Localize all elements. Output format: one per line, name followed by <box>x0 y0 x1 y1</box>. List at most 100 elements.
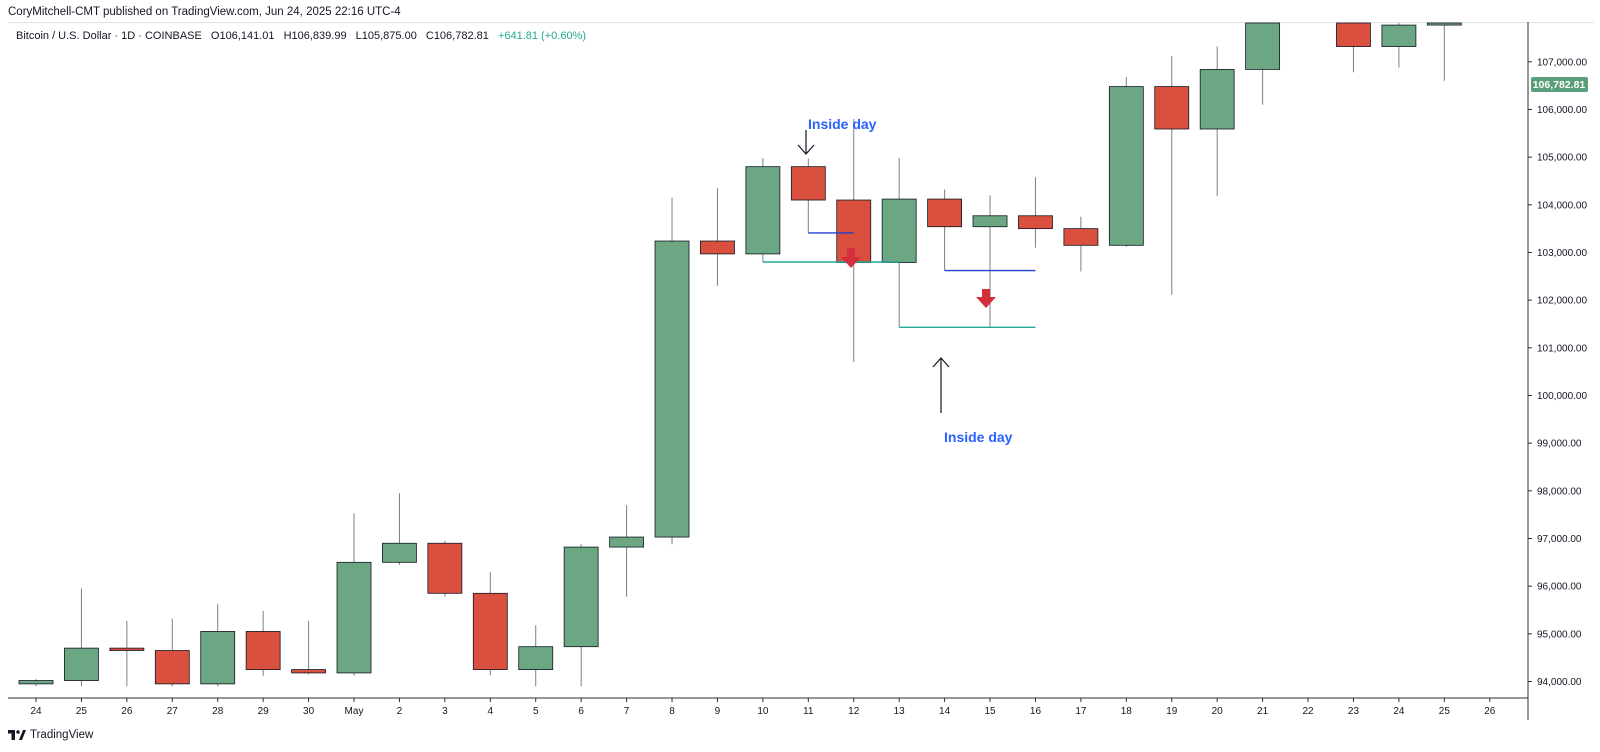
candle-down <box>291 669 326 674</box>
time-tick-label: 11 <box>803 706 814 717</box>
legend-high: H106,839.99 <box>284 30 347 42</box>
time-tick-label: 16 <box>1030 706 1042 717</box>
candle-up <box>1245 22 1281 70</box>
time-tick-label: 4 <box>488 706 494 717</box>
candle-up <box>382 542 417 563</box>
candle-down <box>1063 228 1099 246</box>
candle-up <box>18 680 54 685</box>
candle-up <box>1108 86 1144 246</box>
down-arrow-annotation <box>797 130 815 155</box>
time-tick-label: 26 <box>1484 706 1496 717</box>
time-tick-label: 12 <box>848 706 860 717</box>
publisher-credit: CoryMitchell-CMT published on TradingVie… <box>8 6 401 18</box>
tradingview-brand: TradingView <box>30 729 94 741</box>
candle-up <box>336 561 372 674</box>
candle-up <box>64 647 99 681</box>
candle-down <box>245 631 281 670</box>
time-tick-label: 9 <box>715 706 721 717</box>
time-tick-label: 21 <box>1257 706 1269 717</box>
time-tick-label: 10 <box>757 706 769 717</box>
time-tick-label: 20 <box>1212 706 1224 717</box>
candle-down <box>1154 86 1190 130</box>
down-marker-icon <box>976 289 996 308</box>
time-tick-label: 25 <box>76 706 88 717</box>
time-tick-label: 8 <box>669 706 675 717</box>
time-tick-label: 23 <box>1348 706 1360 717</box>
chart-frame <box>8 22 1594 723</box>
candle-up <box>609 536 644 548</box>
legend-close: C106,782.81 <box>426 30 489 42</box>
candle-up <box>745 166 781 255</box>
time-tick-label: 13 <box>894 706 906 717</box>
time-tick-label: 28 <box>212 706 224 717</box>
last-price-tag <box>1531 77 1588 92</box>
time-tick-label: 26 <box>121 706 133 717</box>
candle-down <box>472 592 508 670</box>
time-tick-label: 7 <box>624 706 630 717</box>
price-tick-label: 96,000.00 <box>1537 582 1582 593</box>
candle-down <box>1336 22 1371 47</box>
candle-up <box>1199 69 1235 130</box>
candle-up <box>972 215 1008 228</box>
price-tick-label: 107,000.00 <box>1537 57 1587 68</box>
candle-up <box>1381 24 1417 47</box>
time-tick-label: 18 <box>1121 706 1133 717</box>
price-tick-label: 105,000.00 <box>1537 153 1587 164</box>
time-tick-label: 3 <box>442 706 448 717</box>
price-tick-label: 98,000.00 <box>1537 486 1582 497</box>
inside-day-label-top: Inside day <box>808 116 877 132</box>
time-tick-label: 30 <box>303 706 315 717</box>
time-tick-label: 25 <box>1439 706 1451 717</box>
last-price-label: 106,782.81 <box>1533 79 1586 91</box>
down-marker-icon <box>841 248 861 268</box>
level-lines <box>762 232 1036 329</box>
price-tick-label: 106,000.00 <box>1537 105 1587 116</box>
price-tick-label: 100,000.00 <box>1537 391 1587 402</box>
candle-down <box>1018 215 1053 230</box>
price-tick-label: 94,000.00 <box>1537 677 1582 688</box>
time-tick-label: 24 <box>1393 706 1405 717</box>
time-tick-label: 2 <box>397 706 403 717</box>
time-tick-label: 24 <box>30 706 42 717</box>
svg-text:Bitcoin / U.S. Dollar · 1D · C: Bitcoin / U.S. Dollar · 1D · COINBASE O1… <box>16 30 586 42</box>
candle-up <box>881 198 917 263</box>
candle-up <box>1426 22 1462 26</box>
time-tick-label: 22 <box>1302 706 1314 717</box>
time-tick-label: 19 <box>1166 706 1178 717</box>
candle-down <box>927 198 962 228</box>
candle-down <box>154 650 190 685</box>
time-tick-label: 14 <box>939 706 951 717</box>
legend-symbol: Bitcoin / U.S. Dollar · 1D · COINBASE <box>16 30 202 42</box>
tradingview-logo-icon <box>8 730 26 740</box>
up-arrow-annotation <box>932 357 950 413</box>
price-tick-label: 101,000.00 <box>1537 343 1587 354</box>
time-tick-label: 6 <box>578 706 584 717</box>
candle-up <box>518 646 554 670</box>
price-tick-label: 97,000.00 <box>1537 534 1582 545</box>
legend-open: O106,141.01 <box>211 30 275 42</box>
candles <box>18 22 1462 687</box>
price-tick-label: 103,000.00 <box>1537 248 1587 259</box>
time-tick-label: 17 <box>1075 706 1087 717</box>
price-tick-label: 102,000.00 <box>1537 296 1587 307</box>
tradingview-footer[interactable]: TradingView <box>8 729 93 741</box>
price-tick-label: 99,000.00 <box>1537 439 1582 450</box>
legend-low: L105,875.00 <box>356 30 417 42</box>
candle-up <box>563 546 599 648</box>
time-tick-label: 29 <box>258 706 270 717</box>
price-tick-label: 104,000.00 <box>1537 200 1587 211</box>
candle-up <box>200 631 236 685</box>
price-tick-label: 95,000.00 <box>1537 629 1582 640</box>
time-tick-label: May <box>345 706 364 717</box>
candle-down <box>790 166 826 201</box>
time-tick-label: 27 <box>167 706 179 717</box>
time-tick-label: 15 <box>984 706 996 717</box>
candle-down <box>427 542 463 594</box>
candle-up <box>654 240 690 538</box>
time-axis[interactable]: 24 25 26 27 28 29 30 May 2 3 4 5 6 7 8 9 10 11 12 13 14 15 16 1… <box>30 698 1496 717</box>
candle-down <box>109 647 145 651</box>
price-axis[interactable]: 94,000.00 95,000.00 96,000.00 97,000.00 98,0… <box>1528 57 1587 688</box>
candle-down <box>700 240 735 255</box>
legend-change: +641.81 (+0.60%) <box>498 30 586 42</box>
